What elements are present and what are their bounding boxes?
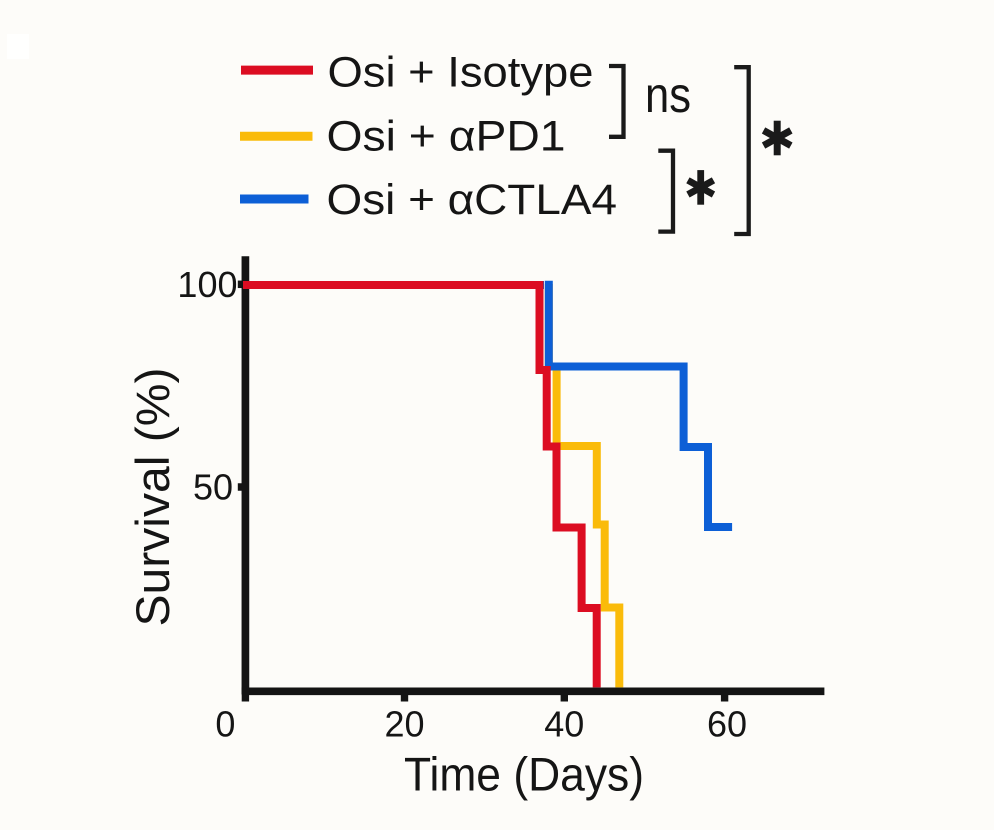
- svg-text:ns: ns: [645, 67, 691, 123]
- svg-text:Time (Days): Time (Days): [404, 748, 644, 801]
- svg-text:40: 40: [544, 704, 584, 745]
- svg-text:Osi + αPD1: Osi + αPD1: [327, 113, 566, 161]
- svg-text:Osi + Isotype: Osi + Isotype: [328, 49, 594, 97]
- svg-text:Survival (%): Survival (%): [126, 368, 179, 627]
- svg-text:60: 60: [707, 704, 747, 745]
- svg-text:100: 100: [177, 264, 237, 305]
- svg-text:Osi + αCTLA4: Osi + αCTLA4: [327, 176, 618, 224]
- svg-text:0: 0: [215, 704, 235, 745]
- svg-text:20: 20: [384, 704, 424, 745]
- svg-text:50: 50: [193, 467, 233, 508]
